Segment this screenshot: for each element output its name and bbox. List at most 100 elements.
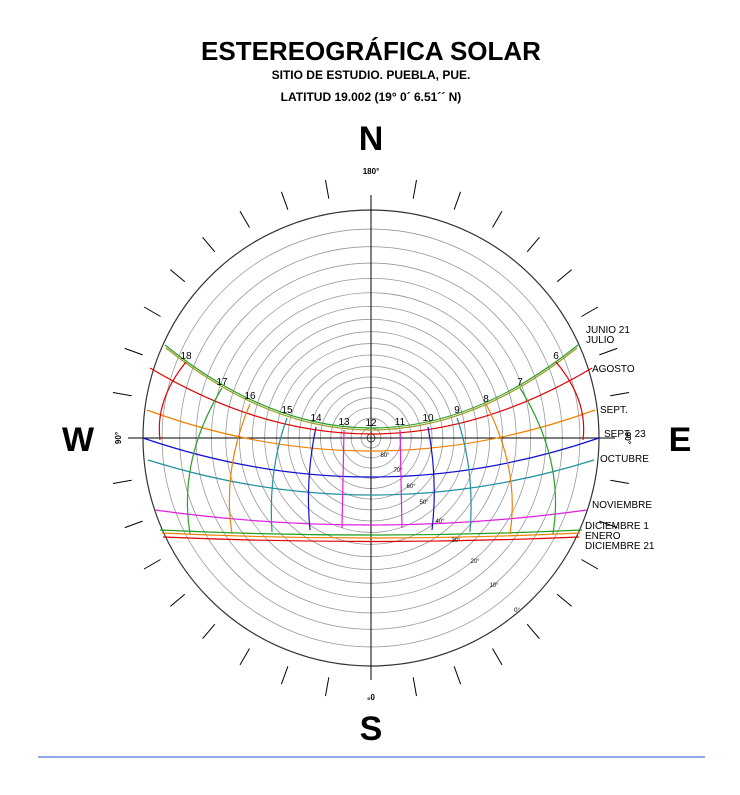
azimuth-tick [239, 648, 250, 666]
azimuth-tick [610, 479, 630, 484]
month-label: DICIEMBRE 21 [585, 541, 655, 552]
azimuth-tick [143, 306, 161, 317]
south-deg: 0° [367, 692, 375, 701]
hour-label: 16 [244, 391, 256, 402]
hour-label: 15 [281, 405, 293, 416]
altitude-label: 70° [393, 468, 403, 474]
azimuth-tick [581, 559, 599, 570]
azimuth-tick [453, 191, 462, 210]
sun-paths [142, 344, 600, 543]
hour-label: 13 [338, 417, 350, 428]
azimuth-tick [610, 392, 630, 397]
azimuth-tick [599, 520, 618, 529]
azimuth-tick [492, 210, 503, 228]
hour-line [555, 361, 585, 441]
azimuth-tick [325, 677, 330, 697]
hour-label: 8 [483, 394, 489, 405]
azimuth-tick [581, 306, 599, 317]
month-label: JULIO [586, 335, 615, 346]
azimuth-tick [599, 347, 618, 356]
hour-label: 9 [454, 405, 460, 416]
hour-line [427, 426, 435, 531]
path-dec1 [159, 529, 583, 536]
north: N [359, 120, 384, 158]
altitude-label: 0° [514, 608, 520, 614]
month-label: DICIEMBRE 1 [585, 521, 649, 532]
south: S [360, 710, 383, 748]
azimuth-tick [169, 593, 186, 607]
subtitle: SITIO DE ESTUDIO. PUEBLA, PUE. [272, 68, 471, 82]
west: W [62, 421, 95, 459]
path-january [161, 532, 581, 539]
altitude-label: 50° [419, 500, 429, 506]
north-deg: 180° [363, 167, 380, 176]
azimuth-tick [325, 179, 330, 199]
azimuth-tick [556, 593, 573, 607]
azimuth-tick [280, 666, 289, 685]
altitude-label: 40° [435, 519, 445, 525]
azimuth-tick [124, 520, 143, 529]
path-sept23 [142, 437, 600, 478]
east-deg: 90° [623, 432, 632, 444]
azimuth-tick [453, 666, 462, 685]
hour-line [307, 426, 317, 531]
hour-label: 17 [216, 377, 228, 388]
azimuth-tick [412, 179, 417, 199]
azimuth-tick [239, 210, 250, 228]
azimuth-tick [124, 347, 143, 356]
path-sept [146, 409, 596, 452]
path-dec21 [162, 536, 580, 543]
month-label: JUNIO 21 [586, 325, 630, 336]
azimuth-tick [526, 623, 540, 640]
azimuth-tick [169, 269, 186, 283]
path-november [154, 509, 588, 526]
hour-line [399, 429, 403, 529]
altitude-labels: 80° 70° 60° 50° 40° 30° 20° 10° 0° [380, 453, 520, 614]
hour-line [456, 417, 472, 533]
altitude-label: 20° [470, 559, 480, 565]
azimuth-tick [143, 559, 161, 570]
hour-line [485, 403, 513, 535]
azimuth-tick [412, 677, 417, 697]
hour-line [341, 429, 345, 529]
altitude-label: 60° [406, 484, 416, 490]
altitude-label: 10° [489, 583, 499, 589]
azimuth-tick [202, 623, 216, 640]
hour-line [186, 387, 223, 535]
altitude-label: 30° [451, 538, 461, 544]
azimuth-tick [112, 392, 132, 397]
hour-label: 10 [422, 413, 434, 424]
azimuth-tick [526, 236, 540, 253]
month-label: SEPT. [600, 405, 628, 416]
path-july [165, 347, 578, 431]
month-label: SEPT. 23 [604, 429, 646, 440]
hour-label: 11 [395, 417, 406, 428]
east: E [669, 421, 692, 459]
hour-labels: 18 17 16 15 14 13 12 11 10 9 8 7 6 [180, 351, 559, 429]
azimuth-tick [492, 648, 503, 666]
hour-line [158, 361, 187, 441]
azimuth-tick [556, 269, 573, 283]
path-june [164, 344, 579, 429]
title: ESTEREOGRÁFICA SOLAR [201, 36, 541, 66]
month-label: AGOSTO [592, 364, 635, 375]
azimuth-tick [112, 479, 132, 484]
hour-line [519, 387, 557, 535]
hour-label: 6 [553, 351, 559, 362]
sky-grid [112, 179, 630, 697]
azimuth-tick [202, 236, 216, 253]
west-deg: 90° [114, 432, 123, 444]
path-august [149, 367, 593, 435]
hour-label: 18 [180, 351, 192, 362]
month-label: ENERO [585, 531, 621, 542]
hour-label: 7 [517, 377, 523, 388]
hour-line [228, 403, 251, 535]
hour-line [270, 417, 288, 533]
altitude-label: 80° [380, 453, 390, 459]
azimuth-tick [280, 191, 289, 210]
month-label: OCTUBRE [600, 454, 649, 465]
hour-label: 14 [310, 413, 322, 424]
path-october [147, 459, 595, 496]
